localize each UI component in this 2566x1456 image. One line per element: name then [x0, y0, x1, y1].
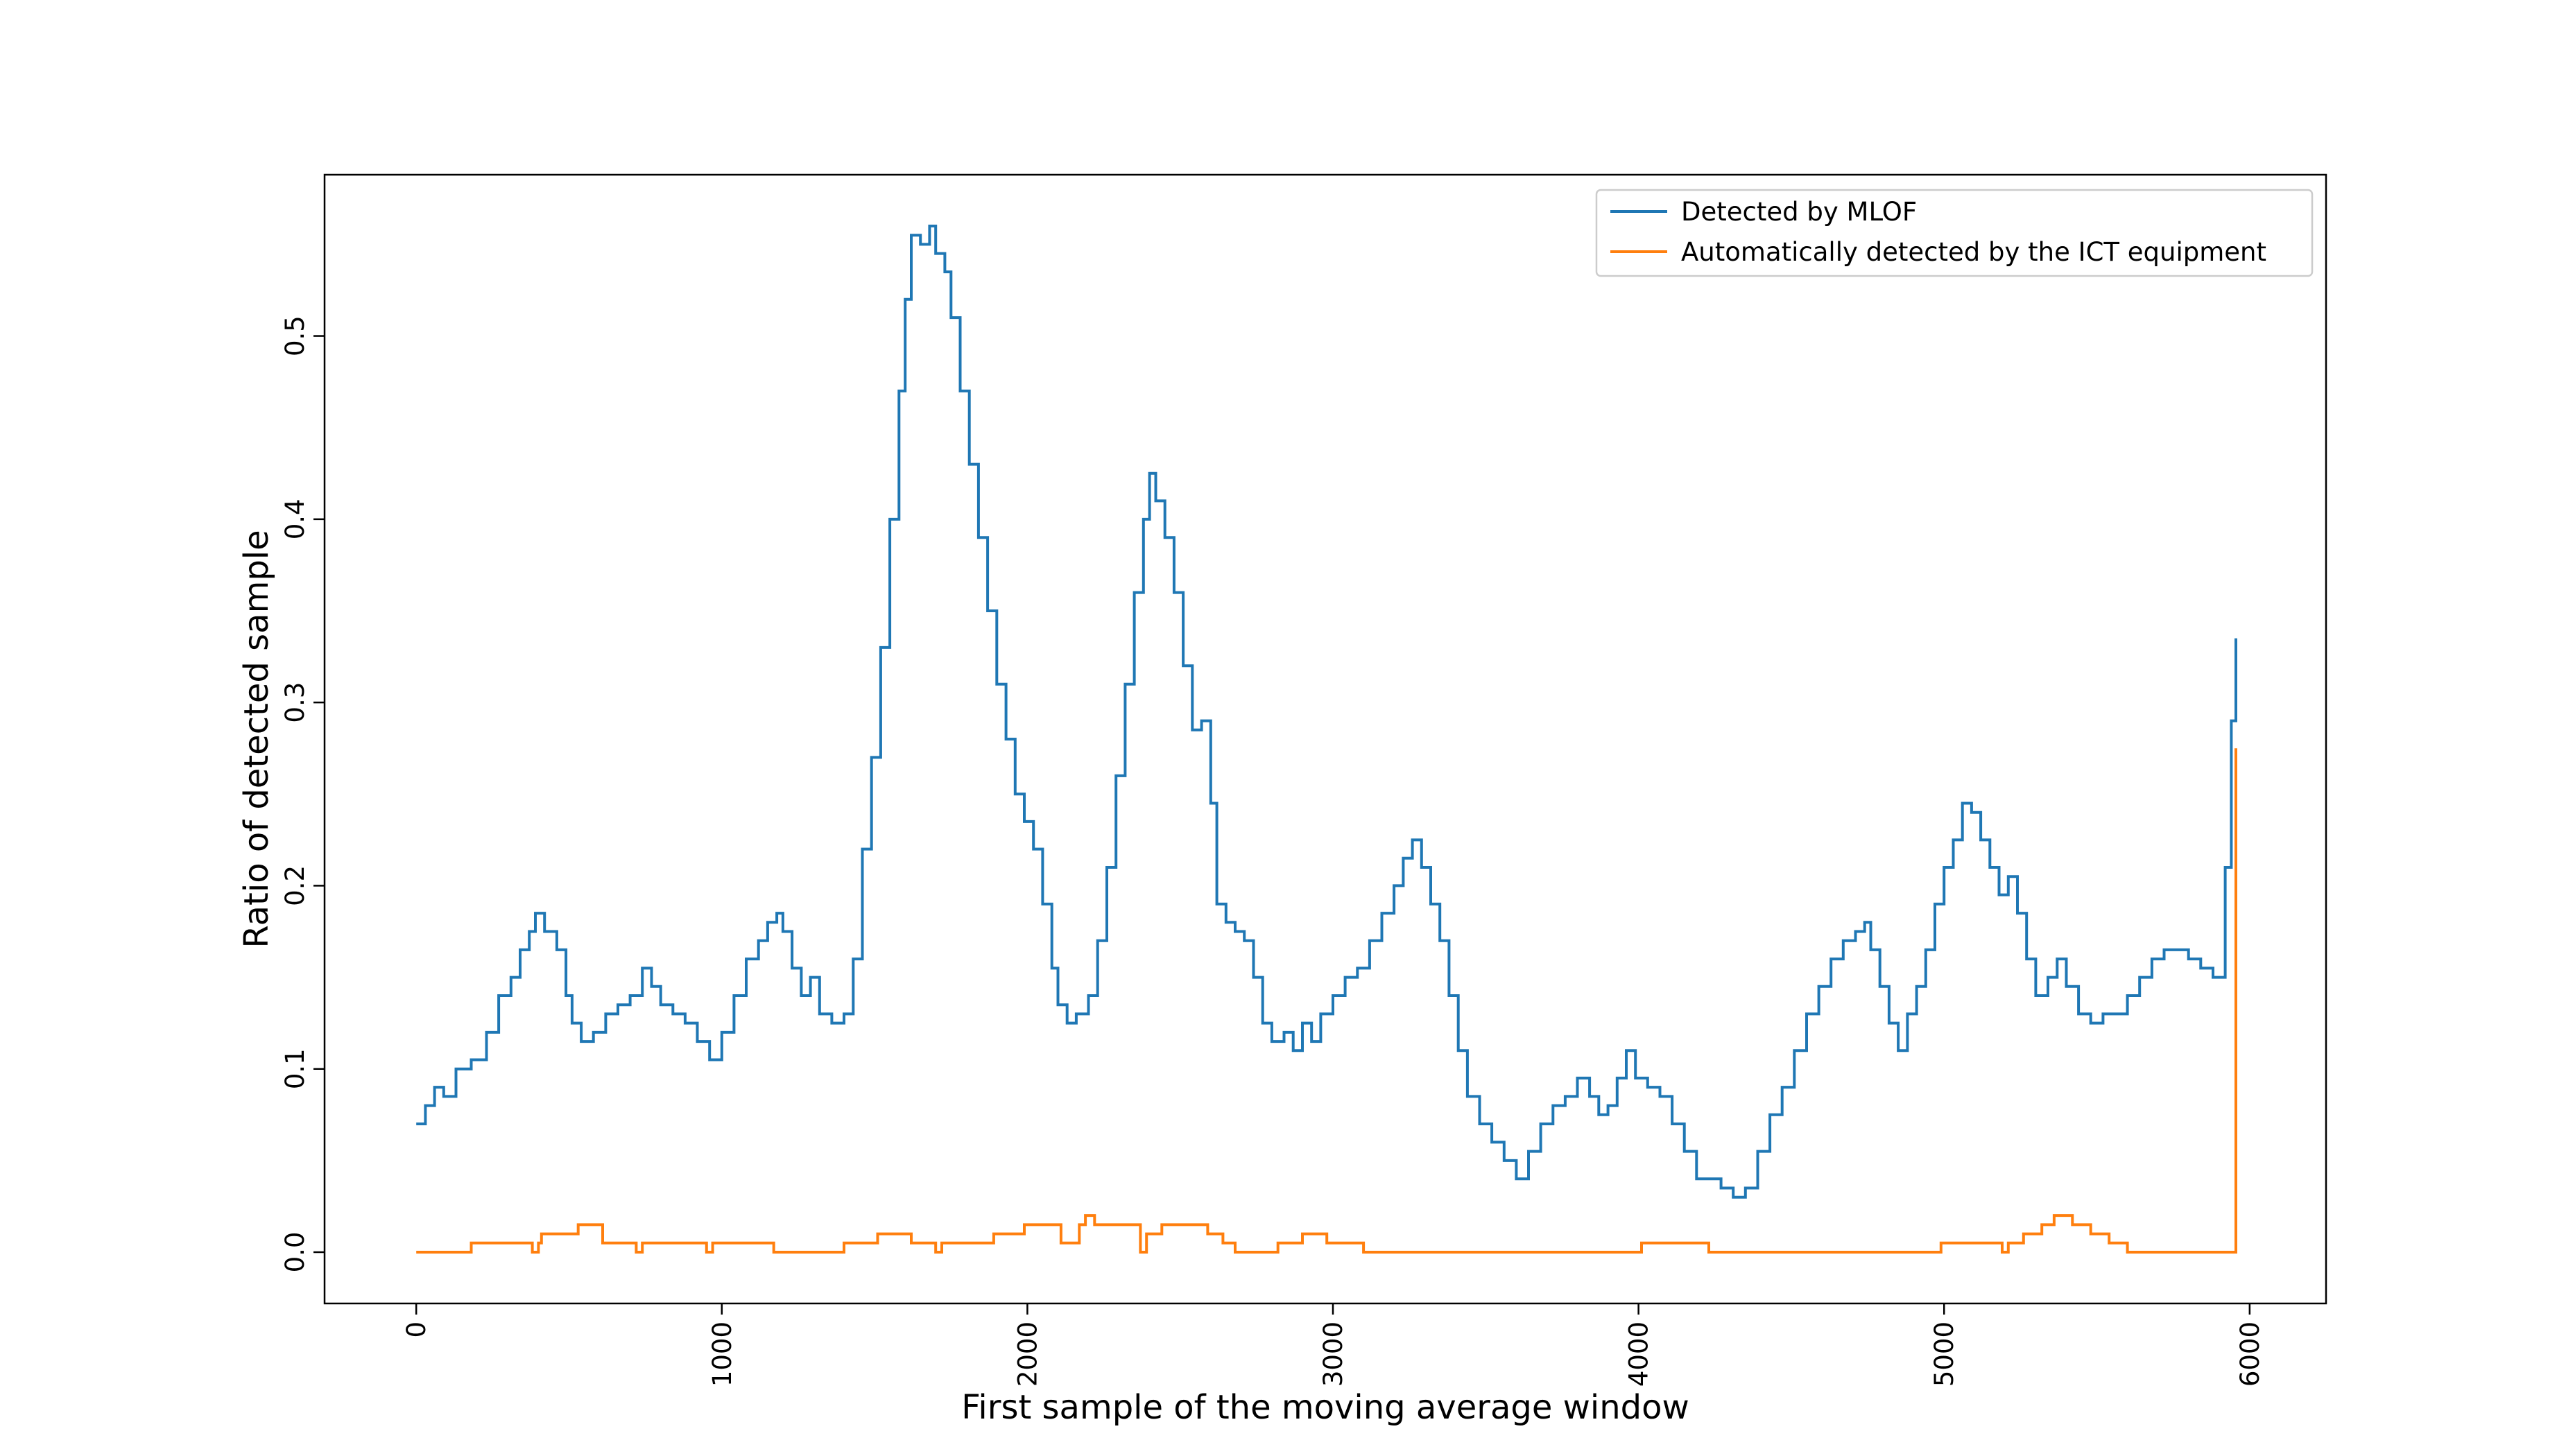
series-line-1: [416, 748, 2237, 1254]
y-tick-label: 0.5: [280, 315, 310, 356]
legend-box: [1595, 189, 2314, 277]
x-tick-label: 3000: [1318, 1321, 1348, 1387]
x-axis-ticks: 0 1000 2000 3000 4000 5000 6000: [402, 1303, 2265, 1387]
legend: Detected by MLOF Automatically detected …: [1595, 189, 2314, 277]
x-tick-label: 0: [402, 1321, 431, 1338]
x-tick-label: 1000: [707, 1321, 737, 1387]
plot-series-layer: [416, 225, 2237, 1254]
x-tick-label: 4000: [1624, 1321, 1654, 1387]
series-line-0: [416, 225, 2237, 1199]
y-axis-ticks: 0.0 0.1 0.2 0.3 0.4 0.5: [280, 315, 325, 1272]
x-tick-label: 2000: [1013, 1321, 1042, 1387]
y-tick-label: 0.0: [280, 1232, 310, 1273]
y-axis-label: Ratio of detected sample: [237, 530, 276, 948]
x-tick-label: 6000: [2235, 1321, 2265, 1387]
legend-label-mlof: Detected by MLOF: [1681, 197, 1917, 227]
legend-label-ict: Automatically detected by the ICT equipm…: [1681, 237, 2266, 267]
x-tick-label: 5000: [1929, 1321, 1959, 1387]
x-axis-label: First sample of the moving average windo…: [961, 1388, 1689, 1427]
y-tick-label: 0.3: [280, 682, 310, 723]
y-tick-label: 0.2: [280, 865, 310, 906]
plot-frame: [323, 173, 2327, 1305]
y-tick-label: 0.1: [280, 1048, 310, 1089]
y-tick-label: 0.4: [280, 499, 310, 539]
